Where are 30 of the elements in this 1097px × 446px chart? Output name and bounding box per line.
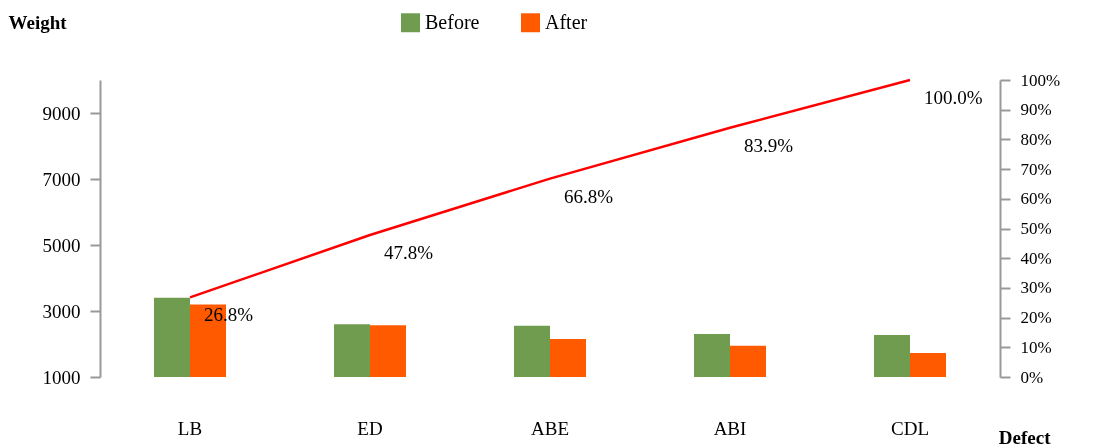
y2-tick-label: 20% bbox=[1020, 308, 1052, 328]
data-label: 100.0% bbox=[924, 87, 983, 108]
y-tick-label: 7000 bbox=[42, 168, 81, 190]
y2-tick-label: 30% bbox=[1020, 278, 1052, 298]
y2-tick-label: 0% bbox=[1020, 367, 1044, 387]
x-tick-label: CDL bbox=[891, 417, 929, 439]
y-tick-label: 3000 bbox=[42, 300, 81, 322]
y2-tick-label: 100% bbox=[1020, 70, 1061, 90]
y-tick-label: 9000 bbox=[42, 102, 81, 124]
y2-tick-label: 80% bbox=[1020, 129, 1052, 149]
data-label: 83.9% bbox=[744, 134, 794, 156]
y2-tick-label: 70% bbox=[1020, 159, 1052, 179]
data-label: 66.8% bbox=[564, 185, 614, 207]
y-tick-label: 1000 bbox=[42, 366, 81, 388]
y2-tick-label: 50% bbox=[1020, 219, 1052, 238]
x-tick-label: ABI bbox=[713, 417, 747, 439]
data-label: 47.8% bbox=[384, 242, 434, 264]
y-axis-title: Weight bbox=[8, 11, 68, 33]
y-tick-label: 5000 bbox=[42, 234, 81, 256]
x-tick-label: LB bbox=[177, 417, 203, 439]
y2-tick-label: 10% bbox=[1020, 337, 1052, 357]
x-tick-label: ABE bbox=[531, 417, 569, 439]
y2-tick-label: 90% bbox=[1020, 100, 1052, 120]
x-axis-title: Defect bbox=[998, 426, 1052, 446]
y2-tick-label: 60% bbox=[1020, 189, 1052, 209]
legend-label: After bbox=[545, 10, 588, 33]
x-tick-label: ED bbox=[357, 417, 383, 439]
line-series bbox=[188, 78, 912, 299]
y2-tick-label: 40% bbox=[1020, 248, 1052, 268]
legend-label: Before bbox=[425, 10, 480, 33]
